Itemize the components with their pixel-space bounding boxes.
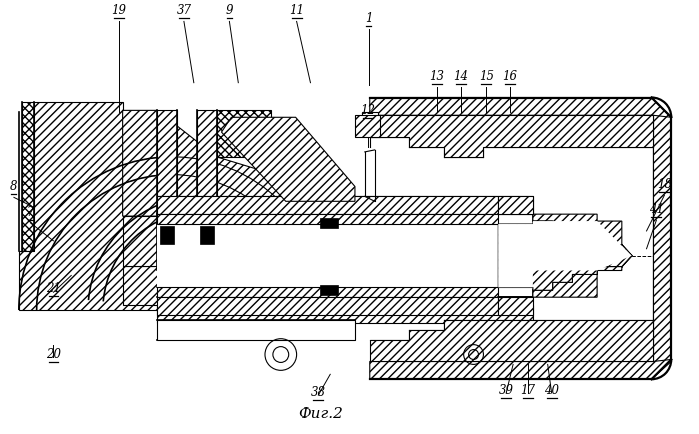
Text: 20: 20 [46, 349, 61, 362]
Polygon shape [160, 226, 174, 244]
Polygon shape [122, 216, 330, 266]
Polygon shape [355, 115, 380, 137]
Polygon shape [370, 345, 671, 379]
Text: 21: 21 [46, 282, 61, 295]
Polygon shape [4, 3, 695, 433]
Text: 40: 40 [544, 384, 559, 397]
Text: 8: 8 [10, 181, 17, 194]
Text: 19: 19 [111, 4, 127, 17]
Polygon shape [22, 102, 34, 251]
Polygon shape [217, 110, 271, 157]
Text: 11: 11 [289, 4, 304, 17]
Text: 38: 38 [311, 386, 326, 399]
Polygon shape [157, 320, 355, 340]
Polygon shape [370, 320, 654, 362]
Polygon shape [533, 214, 632, 297]
Polygon shape [498, 297, 533, 315]
Text: 39: 39 [498, 384, 514, 397]
Text: Фиг.2: Фиг.2 [298, 407, 343, 421]
Text: 17: 17 [521, 384, 535, 397]
Text: 13: 13 [429, 70, 445, 83]
Text: 9: 9 [226, 4, 233, 17]
Polygon shape [157, 196, 533, 214]
Polygon shape [157, 305, 533, 323]
Text: 16: 16 [503, 70, 518, 83]
Polygon shape [157, 196, 498, 214]
Polygon shape [157, 287, 498, 297]
Polygon shape [370, 115, 654, 157]
Text: 15: 15 [479, 70, 494, 83]
Polygon shape [200, 226, 214, 244]
Text: 41: 41 [649, 203, 664, 216]
Polygon shape [122, 110, 330, 216]
Polygon shape [370, 98, 671, 132]
Polygon shape [19, 102, 172, 310]
Text: 1: 1 [365, 12, 373, 25]
Polygon shape [654, 115, 671, 362]
Polygon shape [157, 110, 177, 270]
Text: 7: 7 [27, 206, 34, 219]
Text: 18: 18 [657, 178, 672, 191]
Text: 14: 14 [453, 70, 468, 83]
Polygon shape [498, 221, 632, 290]
Polygon shape [157, 297, 498, 315]
Text: 37: 37 [176, 4, 192, 17]
Polygon shape [362, 112, 377, 124]
Polygon shape [498, 221, 632, 287]
Polygon shape [320, 218, 338, 228]
Polygon shape [320, 285, 338, 295]
Polygon shape [122, 266, 330, 305]
Polygon shape [157, 224, 498, 287]
Polygon shape [157, 214, 498, 224]
Polygon shape [498, 196, 533, 214]
Polygon shape [222, 117, 355, 201]
Polygon shape [197, 110, 217, 270]
Text: 12: 12 [360, 104, 375, 117]
